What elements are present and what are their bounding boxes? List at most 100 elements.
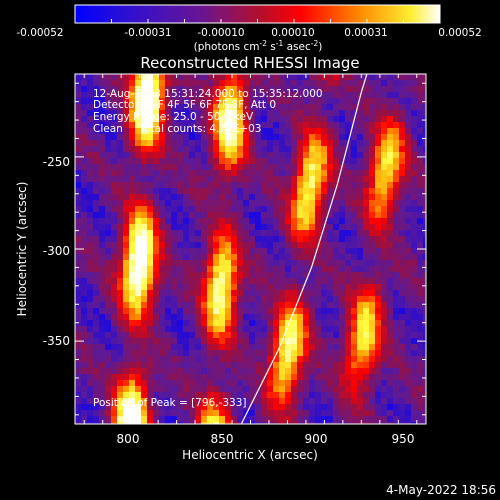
heatmap-cell [375, 230, 382, 237]
heatmap-cell [135, 122, 142, 129]
heatmap-cell [423, 140, 426, 147]
heatmap-cell [243, 266, 250, 273]
heatmap-cell [339, 380, 346, 387]
heatmap-cell [387, 164, 394, 171]
heatmap-cell [183, 152, 190, 159]
heatmap-cell [327, 74, 334, 81]
heatmap-cell [417, 218, 424, 225]
heatmap-cell [99, 92, 106, 99]
heatmap-cell [201, 248, 208, 255]
heatmap-cell [243, 74, 250, 81]
heatmap-cell [117, 350, 124, 357]
heatmap-cell [159, 218, 166, 225]
heatmap-cell [303, 374, 310, 381]
heatmap-cell [345, 86, 352, 93]
heatmap-cell [243, 260, 250, 267]
heatmap-cell [237, 92, 244, 99]
heatmap-cell [387, 260, 394, 267]
heatmap-cell [309, 200, 316, 207]
heatmap-cell [315, 86, 322, 93]
heatmap-cell [285, 380, 292, 387]
heatmap-cell [279, 158, 286, 165]
heatmap-cell [393, 134, 400, 141]
heatmap-cell [183, 212, 190, 219]
heatmap-cell [243, 248, 250, 255]
heatmap-cell [321, 152, 328, 159]
heatmap-cell [399, 80, 406, 87]
heatmap-cell [399, 98, 406, 105]
heatmap-cell [381, 296, 388, 303]
heatmap-cell [393, 188, 400, 195]
heatmap-cell [411, 356, 418, 363]
heatmap-cell [369, 134, 376, 141]
heatmap-cell [93, 380, 100, 387]
heatmap-cell [243, 164, 250, 171]
heatmap-cell [339, 392, 346, 399]
heatmap-cell [261, 260, 268, 267]
heatmap-cell [177, 356, 184, 363]
heatmap-cell [105, 182, 112, 189]
heatmap-cell [165, 80, 172, 87]
heatmap-cell [363, 104, 370, 111]
heatmap-cell [345, 362, 352, 369]
heatmap-cell [153, 332, 160, 339]
heatmap-cell [369, 80, 376, 87]
heatmap-cell [165, 98, 172, 105]
heatmap-cell [135, 200, 142, 207]
heatmap-cell [363, 110, 370, 117]
heatmap-cell [141, 416, 148, 423]
heatmap-cell [237, 416, 244, 423]
heatmap-cell [423, 212, 426, 219]
heatmap-cell [219, 368, 226, 375]
heatmap-cell [387, 416, 394, 423]
heatmap-cell [387, 74, 394, 81]
heatmap-cell [297, 344, 304, 351]
heatmap-cell [141, 278, 148, 285]
heatmap-cell [135, 194, 142, 201]
heatmap-cell [117, 284, 124, 291]
heatmap-cell [327, 392, 334, 399]
heatmap-cell [201, 116, 208, 123]
heatmap-cell [273, 86, 280, 93]
heatmap-cell [351, 182, 358, 189]
heatmap-cell [135, 224, 142, 231]
heatmap-cell [93, 98, 100, 105]
heatmap-cell [369, 152, 376, 159]
heatmap-cell [213, 254, 220, 261]
heatmap-cell [297, 188, 304, 195]
heatmap-cell [357, 146, 364, 153]
heatmap-cell [123, 416, 130, 423]
heatmap-cell [141, 122, 148, 129]
heatmap-cell [375, 236, 382, 243]
heatmap-cell [411, 254, 418, 261]
heatmap-cell [87, 362, 94, 369]
heatmap-cell [333, 254, 340, 261]
heatmap-cell [117, 404, 124, 411]
heatmap-cell [369, 218, 376, 225]
heatmap-cell [309, 122, 316, 129]
heatmap-cell [339, 260, 346, 267]
heatmap-cell [351, 242, 358, 249]
heatmap-cell [243, 188, 250, 195]
heatmap-cell [375, 200, 382, 207]
heatmap-cell [345, 272, 352, 279]
heatmap-cell [189, 170, 196, 177]
heatmap-cell [369, 398, 376, 405]
heatmap-cell [285, 182, 292, 189]
heatmap-cell [303, 86, 310, 93]
heatmap-cell [231, 80, 238, 87]
heatmap-cell [189, 272, 196, 279]
heatmap-cell [381, 278, 388, 285]
heatmap-cell [327, 230, 334, 237]
heatmap-cell [375, 404, 382, 411]
heatmap-cell [363, 248, 370, 255]
heatmap-cell [273, 110, 280, 117]
image-area [75, 74, 426, 424]
heatmap-cell [333, 164, 340, 171]
heatmap-cell [333, 296, 340, 303]
heatmap-cell [81, 218, 88, 225]
heatmap-cell [303, 242, 310, 249]
heatmap-cell [363, 398, 370, 405]
heatmap-cell [129, 86, 136, 93]
heatmap-cell [135, 254, 142, 261]
